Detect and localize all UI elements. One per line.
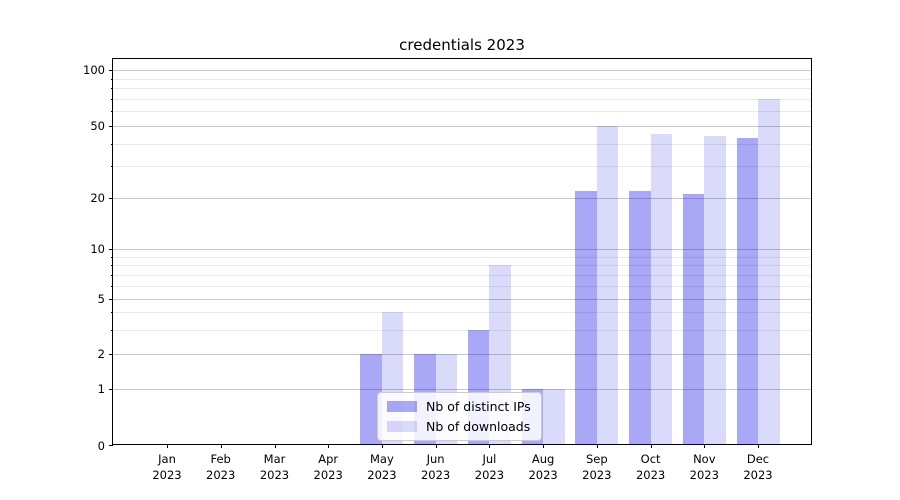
y-tick-mark [109, 299, 113, 300]
gridline-major [113, 249, 811, 250]
gridline-minor [113, 265, 811, 267]
x-tick-label: Jul 2023 [474, 452, 505, 483]
chart-title: credentials 2023 [399, 36, 525, 54]
x-tick-label: Nov 2023 [689, 452, 719, 483]
y-minor-tick-mark [111, 98, 113, 100]
y-minor-tick-mark [111, 265, 113, 267]
bar-downloads [596, 126, 619, 445]
y-minor-tick-mark [111, 285, 113, 287]
gridline-minor [113, 256, 811, 258]
gridline-minor [113, 166, 811, 168]
y-minor-tick-mark [111, 143, 113, 145]
y-tick-label: 5 [97, 292, 105, 306]
gridline-major [113, 299, 811, 300]
x-tick-mark [220, 444, 222, 448]
gridline-minor [113, 312, 811, 314]
gridline-major [113, 126, 811, 127]
x-tick-mark [167, 444, 168, 448]
gridline-minor [113, 98, 811, 100]
x-tick-mark [435, 444, 437, 448]
y-tick-label: 0 [97, 439, 105, 453]
x-tick-label: May 2023 [367, 452, 397, 483]
legend-swatch-distinct-ips [387, 401, 417, 412]
bar-distinct-ips [736, 137, 758, 445]
gridline-major [113, 198, 811, 199]
plot-area: 100 50 20 10 5 2 1 0 Jan 2023 Feb 2023 Mar 2023 Ap… [83, 58, 812, 482]
y-minor-tick-mark [111, 256, 113, 258]
bar-downloads [650, 134, 673, 445]
y-minor-tick-mark [111, 166, 113, 168]
x-tick-label: Feb 2023 [206, 452, 236, 483]
gridline-minor [113, 285, 811, 287]
y-minor-tick-mark [111, 111, 113, 113]
legend-item-downloads: Nb of downloads [387, 419, 531, 434]
bar-downloads [543, 389, 565, 445]
y-tick-label: 2 [97, 347, 105, 361]
x-tick-mark [543, 444, 545, 448]
y-tick-label: 100 [83, 63, 105, 77]
gridline-minor [113, 274, 811, 276]
x-tick-mark [650, 444, 652, 448]
bar-distinct-ips [360, 354, 382, 445]
legend: Nb of distinct IPs Nb of downloads [377, 392, 542, 441]
y-tick-mark [109, 445, 113, 446]
bar-distinct-ips [682, 194, 705, 445]
x-tick-label: Jan 2023 [152, 452, 182, 483]
x-tick-label: Oct 2023 [635, 452, 666, 483]
y-tick-label: 10 [90, 242, 105, 256]
x-tick-label: Dec 2023 [743, 452, 773, 483]
gridline-major [113, 389, 811, 390]
y-minor-tick-mark [111, 88, 113, 89]
x-tick-label: Jun 2023 [420, 452, 451, 483]
legend-label-downloads: Nb of downloads [426, 419, 531, 434]
x-tick-label: Mar 2023 [259, 452, 290, 483]
gridline-minor [113, 143, 811, 145]
x-tick-mark [381, 444, 383, 448]
x-tick-label: Aug 2023 [528, 452, 558, 483]
gridline-major [113, 354, 811, 355]
bar-distinct-ips [575, 190, 597, 445]
x-tick-mark [704, 444, 706, 448]
legend-swatch-downloads [387, 421, 417, 432]
y-tick-label: 50 [90, 119, 105, 133]
y-tick-mark [109, 198, 113, 199]
gridline-major [113, 70, 811, 71]
y-tick-mark [109, 249, 113, 250]
legend-label-distinct-ips: Nb of distinct IPs [426, 399, 531, 414]
y-tick-label: 1 [97, 382, 105, 396]
x-tick-mark [328, 444, 330, 448]
x-tick-mark [596, 444, 598, 448]
y-tick-label: 20 [90, 191, 105, 205]
legend-item-distinct-ips: Nb of distinct IPs [387, 399, 531, 414]
gridline-minor [113, 78, 811, 80]
bar-distinct-ips [629, 190, 651, 445]
bar-downloads [758, 98, 780, 445]
gridline-minor [113, 329, 811, 331]
y-minor-tick-mark [111, 78, 113, 80]
gridline-minor [113, 111, 811, 113]
y-tick-mark [109, 354, 113, 355]
gridline-minor [113, 88, 811, 89]
x-tick-label: Apr 2023 [313, 452, 343, 483]
y-tick-mark [109, 70, 113, 71]
x-tick-label: Sep 2023 [582, 452, 612, 483]
y-tick-mark [109, 389, 113, 390]
y-minor-tick-mark [111, 329, 113, 331]
x-tick-mark [489, 444, 491, 448]
x-tick-mark [274, 444, 276, 448]
y-tick-mark [109, 126, 113, 127]
y-minor-tick-mark [111, 274, 113, 276]
x-tick-mark [758, 444, 759, 448]
y-minor-tick-mark [111, 312, 113, 314]
bar-downloads [704, 136, 726, 445]
